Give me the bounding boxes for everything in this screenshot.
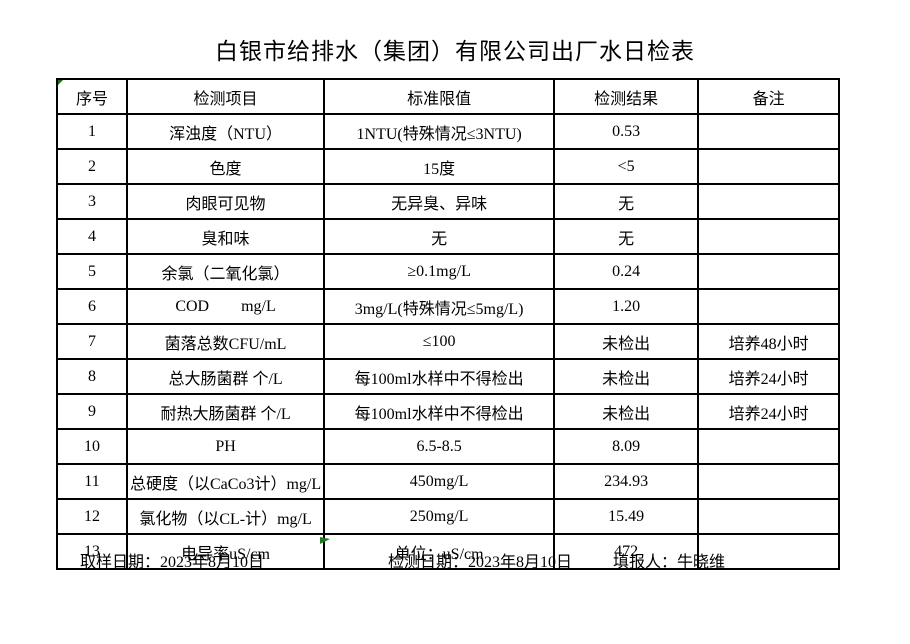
table-row: 1 浑浊度（NTU） 1NTU(特殊情况≤3NTU) 0.53 xyxy=(56,113,841,150)
cell-remark xyxy=(697,218,841,255)
cell-result: 15.49 xyxy=(553,498,700,535)
cell-remark xyxy=(697,463,841,500)
cell-result: 未检出 xyxy=(553,323,700,360)
cell-standard: ≥0.1mg/L xyxy=(323,253,556,290)
cell-remark xyxy=(697,288,841,325)
column-header: 标准限值 xyxy=(323,78,556,115)
cell-standard: 每100ml水样中不得检出 xyxy=(323,393,556,430)
cell-result: 0.53 xyxy=(553,113,700,150)
cell-index: 7 xyxy=(56,323,128,360)
cell-standard: 250mg/L xyxy=(323,498,556,535)
inspection-table: 序号 检测项目 标准限值 检测结果 备注 1 浑浊度（NTU） 1NTU(特殊情况≤3NTU… xyxy=(56,78,841,570)
table-row: 8 总大肠菌群 个/L 每100ml水样中不得检出 未检出 培养24小时 xyxy=(56,358,841,395)
cell-item: 浑浊度（NTU） xyxy=(125,113,326,150)
cell-remark xyxy=(697,253,841,290)
cell-standard: 6.5-8.5 xyxy=(323,428,556,465)
cell-result: 无 xyxy=(553,218,700,255)
column-header: 检测项目 xyxy=(125,78,326,115)
cell-index: 10 xyxy=(56,428,128,465)
cell-result: <5 xyxy=(553,148,700,185)
cell-index: 11 xyxy=(56,463,128,500)
table-row: 4 臭和味无无 xyxy=(56,218,841,255)
cell-item: 总硬度（以CaCo3计）mg/L xyxy=(125,463,326,500)
table-row: 12 氯化物（以CL-计）mg/L 250mg/L 15.49 xyxy=(56,498,841,535)
cell-remark xyxy=(697,113,841,150)
cell-item: 肉眼可见物 xyxy=(125,183,326,220)
table-row: 7 菌落总数CFU/mL ≤100 未检出 培养48小时 xyxy=(56,323,841,360)
table-row: 13 电导率uS/cm 单位：uS/cm 472 xyxy=(56,533,841,570)
cell-standard: 3mg/L(特殊情况≤5mg/L) xyxy=(323,288,556,325)
cell-index: 5 xyxy=(56,253,128,290)
table-row: 3 肉眼可见物 无异臭、异味无 xyxy=(56,183,841,220)
cell-result: 0.24 xyxy=(553,253,700,290)
cell-item: 耐热大肠菌群 个/L xyxy=(125,393,326,430)
column-header: 备注 xyxy=(697,78,841,115)
cell-item: PH xyxy=(125,428,326,465)
cell-standard: 无 xyxy=(323,218,556,255)
cell-index: 2 xyxy=(56,148,128,185)
cell-standard: 15度 xyxy=(323,148,556,185)
page-title: 白银市给排水（集团）有限公司出厂水日检表 xyxy=(215,39,695,64)
cell-remark: 培养24小时 xyxy=(697,358,841,395)
cell-result: 未检出 xyxy=(553,393,700,430)
cell-standard: ≤100 xyxy=(323,323,556,360)
filler-name-text: 填报人：牛晓维 xyxy=(613,554,726,571)
cell-index: 6 xyxy=(56,288,128,325)
cell-result: 无 xyxy=(553,183,700,220)
cell-item: 余氯（二氧化氯） xyxy=(125,253,326,290)
cell-item: 臭和味 xyxy=(125,218,326,255)
cell-index: 13 xyxy=(56,533,128,570)
table-body: 1 浑浊度（NTU） 1NTU(特殊情况≤3NTU) 0.53 2 色度 15度 <5 3 肉眼可… xyxy=(56,113,841,570)
cell-index: 9 xyxy=(56,393,128,430)
cell-remark xyxy=(697,428,841,465)
cell-index: 8 xyxy=(56,358,128,395)
cell-result: 8.09 xyxy=(553,428,700,465)
table-row: 9 耐热大肠菌群 个/L 每100ml水样中不得检出 未检出 培养24小时 xyxy=(56,393,841,430)
cell-result: 234.93 xyxy=(553,463,700,500)
cell-remark xyxy=(697,498,841,535)
cell-index: 3 xyxy=(56,183,128,220)
cell-remark: 培养48小时 xyxy=(697,323,841,360)
table-row: 6 COD mg/L 3mg/L(特殊情况≤5mg/L) 1.20 xyxy=(56,288,841,325)
cell-item: 电导率uS/cm xyxy=(125,533,326,570)
sample-date-text: 取样日期：2023年8月10日 xyxy=(80,554,265,571)
cell-remark xyxy=(697,148,841,185)
table-row: 5 余氯（二氧化氯） ≥0.1mg/L 0.24 xyxy=(56,253,841,290)
cell-standard: 450mg/L xyxy=(323,463,556,500)
test-date-text: 检测日期：2023年8月10日 xyxy=(388,554,573,571)
cell-result: 未检出 xyxy=(553,358,700,395)
table-row: 11 总硬度（以CaCo3计）mg/L 450mg/L 234.93 xyxy=(56,463,841,500)
green-arrow-marker-icon xyxy=(320,537,330,544)
cell-remark xyxy=(697,533,841,570)
cell-index: 12 xyxy=(56,498,128,535)
cell-item: 总大肠菌群 个/L xyxy=(125,358,326,395)
column-header: 检测结果 xyxy=(553,78,700,115)
cell-remark xyxy=(697,183,841,220)
header-row: 序号 检测项目 标准限值 检测结果 备注 xyxy=(56,78,841,115)
table-row: 2 色度 15度 <5 xyxy=(56,148,841,185)
cell-index: 4 xyxy=(56,218,128,255)
cell-item: 色度 xyxy=(125,148,326,185)
cell-item: 氯化物（以CL-计）mg/L xyxy=(125,498,326,535)
cell-standard: 单位：uS/cm xyxy=(323,533,556,570)
cell-item: COD mg/L xyxy=(125,288,326,325)
cell-standard: 每100ml水样中不得检出 xyxy=(323,358,556,395)
cell-result: 1.20 xyxy=(553,288,700,325)
cell-standard: 1NTU(特殊情况≤3NTU) xyxy=(323,113,556,150)
cell-index: 1 xyxy=(56,113,128,150)
table-header-row: 序号 检测项目 标准限值 检测结果 备注 xyxy=(56,78,841,115)
table-row: 10 PH 6.5-8.5 8.09 xyxy=(56,428,841,465)
cell-remark: 培养24小时 xyxy=(697,393,841,430)
column-header: 序号 xyxy=(56,78,128,115)
cell-item: 菌落总数CFU/mL xyxy=(125,323,326,360)
cell-standard: 无异臭、异味 xyxy=(323,183,556,220)
cell-result: 472 xyxy=(553,533,700,570)
